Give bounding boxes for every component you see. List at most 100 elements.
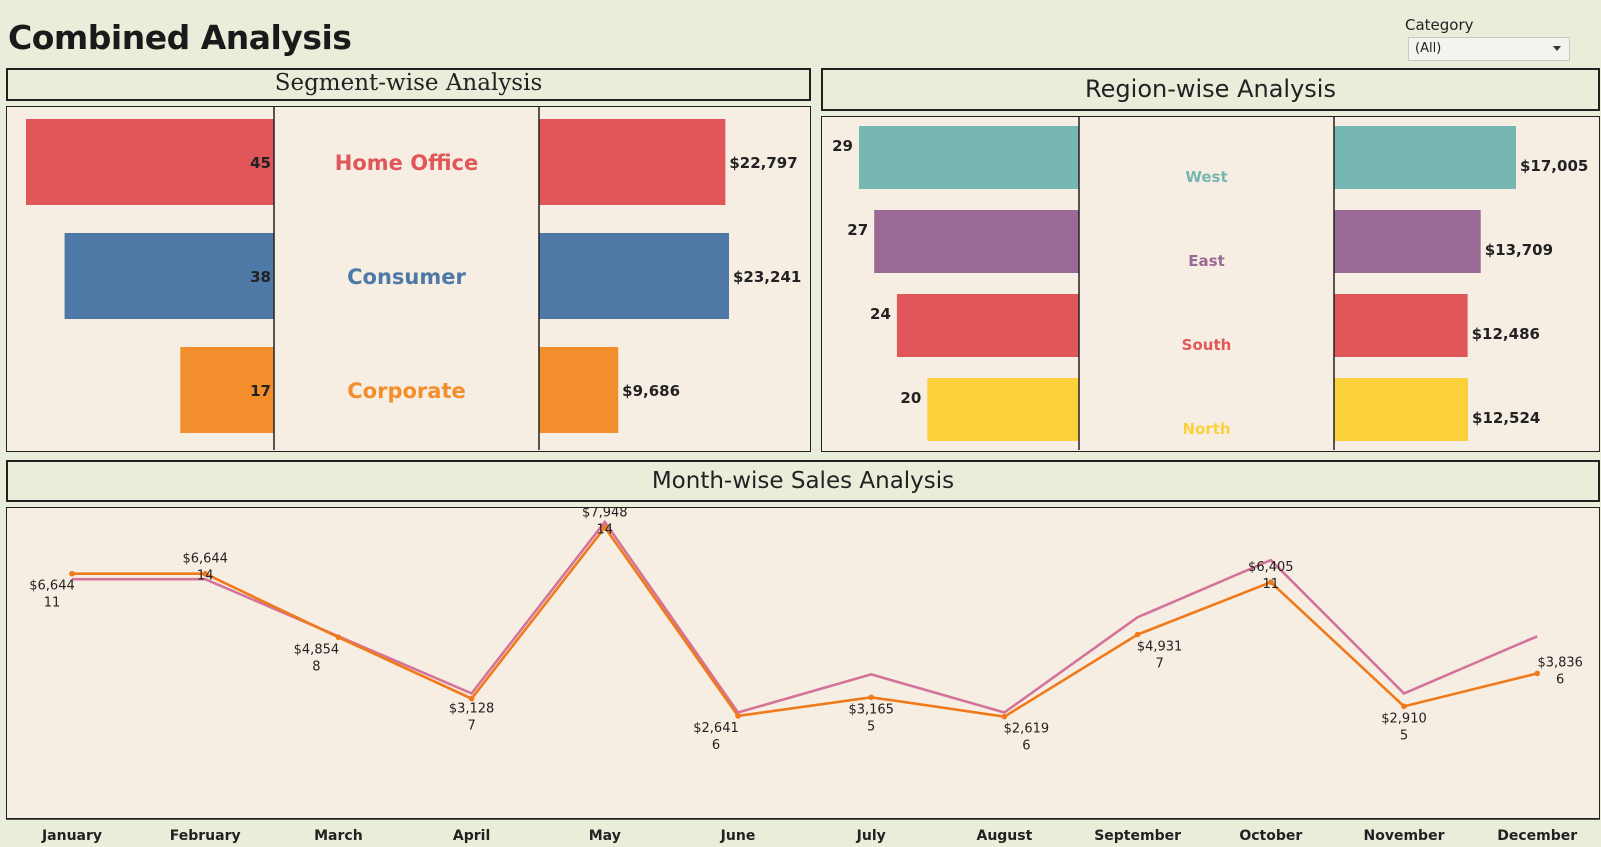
dashboard-title: Combined Analysis bbox=[8, 18, 352, 57]
sales-point-july[interactable] bbox=[868, 694, 874, 701]
count-value-label: 6 bbox=[1022, 739, 1030, 754]
x-tick-label: March bbox=[314, 828, 363, 844]
sales-point-september[interactable] bbox=[1134, 631, 1141, 638]
count-value-label: 14 bbox=[597, 522, 614, 537]
region-sales-label: $12,486 bbox=[1472, 325, 1540, 343]
sales-value-label: $4,854 bbox=[294, 642, 340, 657]
region-count-bar-north[interactable] bbox=[927, 378, 1079, 441]
segment-sales-bar-home-office[interactable] bbox=[539, 119, 726, 205]
region-chart: 29 West $17,005 27 East $13,709 24 South $12,486… bbox=[832, 117, 1588, 450]
segment-count-label: 17 bbox=[250, 382, 271, 400]
segment-name-home-office: Home Office bbox=[335, 151, 478, 175]
segment-count-label: 45 bbox=[250, 154, 271, 172]
x-tick-label: September bbox=[1094, 828, 1181, 844]
region-sales-label: $17,005 bbox=[1520, 157, 1588, 175]
count-value-label: 5 bbox=[867, 719, 875, 734]
count-value-label: 11 bbox=[44, 596, 61, 611]
count-value-label: 6 bbox=[1556, 672, 1564, 687]
segment-header: Segment-wise Analysis bbox=[6, 68, 811, 101]
region-header: Region-wise Analysis bbox=[821, 68, 1600, 111]
segment-sales-bar-corporate[interactable] bbox=[539, 347, 619, 433]
region-name-north: North bbox=[1182, 420, 1230, 438]
count-value-label: 7 bbox=[467, 719, 475, 734]
sales-value-label: $6,644 bbox=[29, 579, 75, 594]
segment-count-bar-consumer[interactable] bbox=[64, 233, 274, 319]
region-panel: 29 West $17,005 27 East $13,709 24 South $12,486… bbox=[821, 116, 1600, 452]
region-count-label: 20 bbox=[900, 389, 921, 407]
sales-point-june[interactable] bbox=[735, 713, 741, 719]
chevron-down-icon bbox=[1553, 46, 1561, 51]
sales-point-october[interactable] bbox=[1268, 579, 1274, 586]
x-tick-label: October bbox=[1239, 828, 1302, 844]
x-tick-label: April bbox=[453, 828, 490, 844]
region-sales-bar-east[interactable] bbox=[1334, 210, 1481, 273]
sales-value-label: $6,405 bbox=[1248, 560, 1294, 575]
count-value-label: 6 bbox=[712, 738, 720, 753]
sales-value-label: $3,165 bbox=[848, 702, 894, 717]
region-sales-label: $12,524 bbox=[1472, 409, 1540, 427]
region-sales-bar-north[interactable] bbox=[1334, 378, 1469, 441]
sales-point-november[interactable] bbox=[1401, 703, 1407, 710]
sales-value-label: $3,128 bbox=[449, 702, 495, 717]
x-tick-label: December bbox=[1497, 828, 1577, 844]
month-axis: January February March April May June July Augu… bbox=[6, 819, 1600, 844]
region-name-west: West bbox=[1185, 168, 1227, 186]
month-header: Month-wise Sales Analysis bbox=[6, 460, 1600, 502]
segment-sales-label: $23,241 bbox=[733, 268, 801, 286]
x-tick-label: November bbox=[1364, 828, 1445, 844]
segment-count-label: 38 bbox=[250, 268, 271, 286]
count-value-label: 7 bbox=[1155, 657, 1163, 672]
count-value-label: 5 bbox=[1400, 728, 1408, 743]
sales-point-august[interactable] bbox=[1001, 713, 1008, 720]
x-tick-label: January bbox=[41, 828, 102, 844]
x-tick-label: August bbox=[976, 828, 1032, 844]
segment-sales-label: $9,686 bbox=[622, 382, 680, 400]
sales-point-february[interactable] bbox=[202, 570, 208, 577]
sales-point-january[interactable] bbox=[69, 570, 75, 577]
region-name-east: East bbox=[1188, 252, 1224, 270]
sales-point-may[interactable] bbox=[602, 524, 608, 531]
segment-count-bar-home-office[interactable] bbox=[26, 119, 274, 205]
sales-point-april[interactable] bbox=[468, 695, 475, 702]
region-count-label: 24 bbox=[870, 305, 891, 323]
x-tick-label: May bbox=[589, 828, 621, 844]
segment-chart: 45 Home Office $22,797 38 Consumer $23,241 17 C… bbox=[26, 107, 801, 450]
sales-value-label: $2,910 bbox=[1381, 711, 1427, 726]
month-sales-chart: $6,644 11 $6,644 14 $4,854 8 $3,128 7 $7,948 14 $2… bbox=[29, 505, 1583, 754]
category-filter-value: (All) bbox=[1415, 41, 1442, 56]
month-panel: $6,644 11 $6,644 14 $4,854 8 $3,128 7 $7,948 14 $2… bbox=[6, 505, 1600, 819]
region-count-label: 27 bbox=[847, 221, 868, 239]
segment-sales-bar-consumer[interactable] bbox=[539, 233, 729, 319]
sales-point-december[interactable] bbox=[1534, 670, 1540, 677]
segment-name-corporate: Corporate bbox=[347, 379, 465, 403]
x-tick-label: July bbox=[856, 828, 886, 844]
region-sales-bar-west[interactable] bbox=[1334, 126, 1516, 189]
count-value-label: 8 bbox=[312, 659, 320, 674]
region-sales-label: $13,709 bbox=[1485, 241, 1553, 259]
category-filter-dropdown[interactable]: (All) bbox=[1408, 37, 1570, 61]
region-count-label: 29 bbox=[832, 137, 853, 155]
segment-name-consumer: Consumer bbox=[347, 265, 466, 289]
x-tick-label: June bbox=[720, 828, 756, 844]
sales-line bbox=[72, 525, 1538, 719]
count-line bbox=[72, 519, 1538, 714]
sales-value-label: $2,619 bbox=[1004, 722, 1050, 737]
region-count-bar-east[interactable] bbox=[874, 210, 1079, 273]
sales-value-label: $4,931 bbox=[1137, 640, 1183, 655]
sales-value-label: $3,836 bbox=[1537, 655, 1583, 670]
sales-value-label: $7,948 bbox=[582, 508, 628, 520]
region-count-bar-south[interactable] bbox=[896, 294, 1079, 357]
sales-value-label: $2,641 bbox=[693, 721, 739, 736]
count-value-label: 14 bbox=[197, 569, 214, 584]
region-count-bar-west[interactable] bbox=[859, 126, 1079, 189]
segment-count-bar-corporate[interactable] bbox=[180, 347, 274, 433]
sales-point-march[interactable] bbox=[335, 634, 342, 641]
segment-sales-label: $22,797 bbox=[729, 154, 797, 172]
category-filter-label: Category bbox=[1405, 16, 1474, 34]
region-name-south: South bbox=[1182, 336, 1232, 354]
x-tick-label: February bbox=[170, 828, 241, 844]
segment-panel: 45 Home Office $22,797 38 Consumer $23,241 17 C… bbox=[6, 106, 811, 452]
sales-value-label: $6,644 bbox=[182, 552, 228, 567]
region-sales-bar-south[interactable] bbox=[1334, 294, 1468, 357]
count-value-label: 11 bbox=[1263, 577, 1280, 592]
